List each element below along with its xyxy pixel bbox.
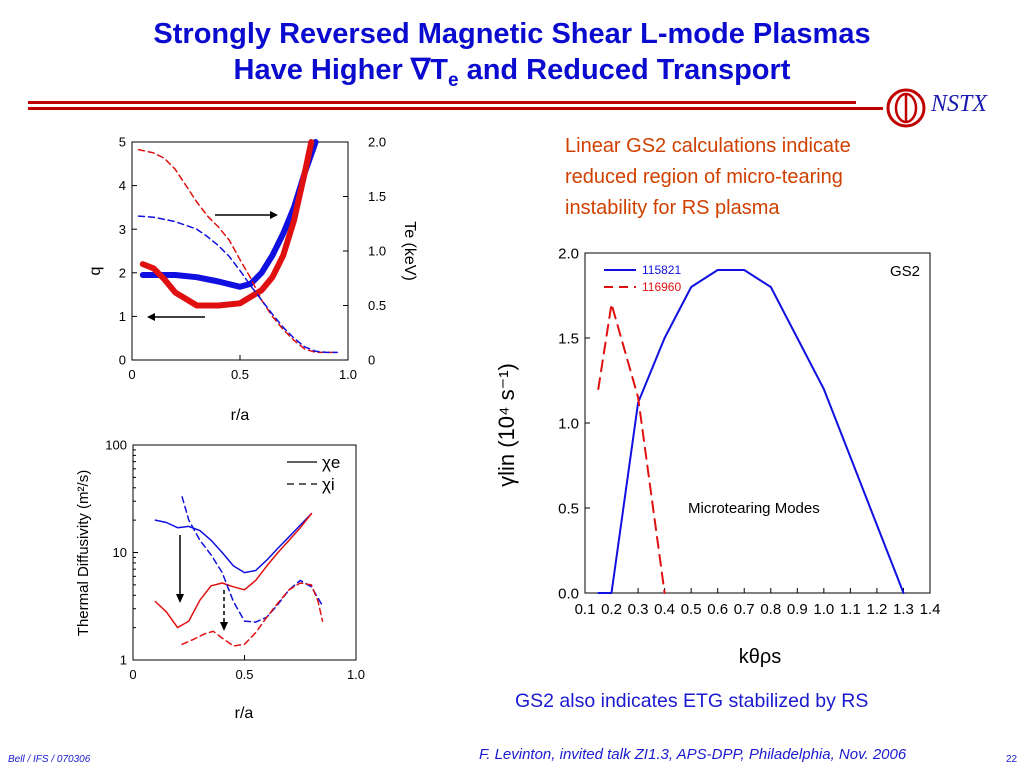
page-number: 22 bbox=[1006, 754, 1018, 765]
diffusivity-xlabel: r/a bbox=[235, 705, 254, 722]
x-tick-label: 1.1 bbox=[840, 601, 861, 618]
x-tick-label: 0.3 bbox=[628, 601, 649, 618]
q-te-series-3 bbox=[137, 215, 338, 354]
nstx-logo-text: NSTX bbox=[931, 91, 988, 117]
legend-115821-label: 115821 bbox=[642, 263, 681, 277]
diffusivity-arrowhead-solid bbox=[176, 594, 184, 603]
y-tick-label: 3 bbox=[119, 222, 126, 237]
gs2-plot: 0.1 0.2 0.3 0.4 0.5 0.6 0.7 0.8 0.9 1.0 1.1 1.2 1.3 1… bbox=[494, 245, 940, 668]
q-te-ylabel: q bbox=[87, 267, 104, 276]
legend-116960-label: 116960 bbox=[642, 280, 681, 294]
y-right-tick-label: 1.5 bbox=[368, 189, 386, 204]
diffusivity-ylabel: Thermal Diffusivity (m²/s) bbox=[75, 470, 92, 636]
y-tick-label: 2.0 bbox=[558, 245, 579, 262]
y-tick-label: 4 bbox=[119, 178, 126, 193]
q-te-arrowhead-right bbox=[270, 211, 278, 219]
diffusivity-series-0 bbox=[154, 512, 313, 574]
diffusivity-series-1 bbox=[154, 512, 313, 629]
q-te-series-1 bbox=[139, 139, 315, 309]
y-tick-label: 5 bbox=[119, 135, 126, 150]
x-tick-label: 0 bbox=[128, 367, 135, 382]
x-tick-label: 1.3 bbox=[893, 601, 914, 618]
q-te-plot-frame bbox=[131, 141, 349, 361]
x-tick-label: 0 bbox=[129, 667, 136, 682]
x-tick-label: 1.0 bbox=[813, 601, 834, 618]
y-right-tick-label: 2.0 bbox=[368, 135, 386, 150]
gs2-series-0 bbox=[597, 269, 905, 594]
diffusivity-series-3 bbox=[181, 582, 324, 647]
slide-title-line2: Have Higher ∇Te and Reduced Transport bbox=[0, 53, 1024, 98]
y-tick-label: 2 bbox=[119, 265, 126, 280]
x-tick-label: 0.6 bbox=[707, 601, 728, 618]
microtearing-label: Microtearing Modes bbox=[688, 500, 820, 517]
y-right-tick-label: 0.5 bbox=[368, 298, 386, 313]
diffusivity-arrowhead-dashed bbox=[220, 622, 228, 631]
title-subscript: e bbox=[447, 69, 459, 91]
x-tick-label: 0.5 bbox=[681, 601, 702, 618]
x-tick-label: 0.2 bbox=[601, 601, 622, 618]
q-te-plot: 0 0.5 1.0 0 1 2 3 4 5 0 0.5 1.0 1.5 2.0 r/a q Te (keV… bbox=[87, 135, 418, 424]
x-tick-label: 0.5 bbox=[231, 367, 249, 382]
x-tick-label: 0.9 bbox=[787, 601, 808, 618]
gs2-summary-text: Linear GS2 calculations indicate reduced… bbox=[565, 135, 851, 219]
y-right-tick-label: 0 bbox=[368, 353, 375, 368]
gs2-ylabel: γlin (10⁴ s⁻¹) bbox=[494, 363, 519, 487]
diffusivity-series-2 bbox=[181, 496, 324, 623]
x-tick-label: 1.2 bbox=[866, 601, 887, 618]
x-tick-label: 0.1 bbox=[575, 601, 596, 618]
y-tick-label: 1.0 bbox=[558, 415, 579, 432]
q-te-ylabel-right: Te (keV) bbox=[401, 221, 418, 281]
x-tick-label: 1.4 bbox=[920, 601, 941, 618]
diffusivity-plot: 0 0.5 1.0 1 10 100 r/a Thermal Diffusivity (m… bbox=[75, 438, 365, 722]
title-suffix: and Reduced Transport bbox=[458, 54, 791, 86]
x-tick-label: 0.4 bbox=[654, 601, 675, 618]
slide-title-line1: Strongly Reversed Magnetic Shear L-mode … bbox=[153, 18, 871, 50]
gs2-plot-frame bbox=[584, 252, 931, 594]
y-tick-label: 1 bbox=[119, 309, 126, 324]
x-tick-label: 0.5 bbox=[235, 667, 253, 682]
y-right-tick-label: 1.0 bbox=[368, 244, 386, 259]
footer-author: Bell / IFS / 070306 bbox=[8, 754, 91, 765]
x-tick-label: 1.0 bbox=[347, 667, 365, 682]
y-tick-label: 100 bbox=[105, 438, 127, 453]
q-te-arrowhead-left bbox=[147, 313, 155, 321]
footer-citation: F. Levinton, invited talk ZI1.3, APS-DPP… bbox=[479, 746, 907, 763]
y-tick-label: 1 bbox=[120, 653, 127, 668]
title-prefix: Have Higher ∇T bbox=[233, 54, 448, 86]
title-rule-top bbox=[28, 101, 856, 104]
legend-chi-e-label: χe bbox=[322, 453, 340, 472]
y-tick-label: 0 bbox=[119, 353, 126, 368]
q-te-series-2 bbox=[137, 148, 338, 354]
y-tick-label: 0.0 bbox=[558, 585, 579, 602]
gs2-series-1 bbox=[597, 303, 666, 594]
nstx-logo-icon bbox=[886, 88, 926, 128]
title-rule-bottom bbox=[28, 107, 883, 110]
x-tick-label: 0.7 bbox=[734, 601, 755, 618]
x-tick-label: 1.0 bbox=[339, 367, 357, 382]
q-te-xlabel: r/a bbox=[231, 407, 250, 424]
x-tick-label: 0.8 bbox=[760, 601, 781, 618]
gs2-code-label: GS2 bbox=[890, 263, 920, 280]
legend-chi-i-label: χi bbox=[322, 475, 335, 494]
etg-note: GS2 also indicates ETG stabilized by RS bbox=[515, 690, 869, 712]
y-tick-label: 0.5 bbox=[558, 500, 579, 517]
y-tick-label: 1.5 bbox=[558, 330, 579, 347]
gs2-xlabel: kθρs bbox=[739, 646, 782, 668]
y-tick-label: 10 bbox=[113, 545, 127, 560]
